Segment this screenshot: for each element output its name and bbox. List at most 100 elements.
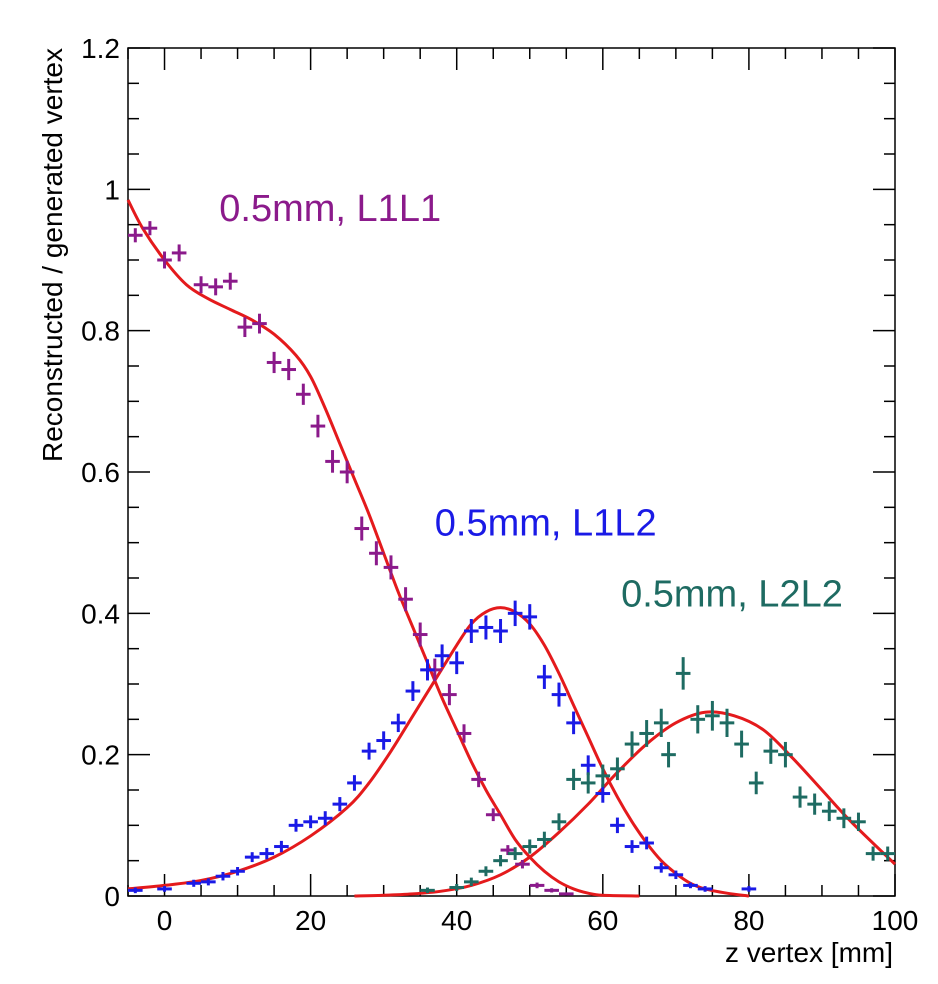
data-point	[398, 587, 413, 612]
y-tick-label: 1	[104, 174, 120, 205]
data-point	[310, 414, 326, 438]
data-point	[186, 879, 202, 887]
axis-ticks	[127, 47, 896, 897]
data-point	[259, 847, 275, 860]
x-tick-label: 0	[157, 905, 173, 936]
data-point	[222, 272, 238, 290]
data-point	[478, 615, 494, 640]
series-label: 0.5mm, L2L2	[621, 573, 843, 615]
data-point	[653, 862, 669, 873]
data-point	[215, 871, 231, 881]
data-point	[464, 877, 479, 887]
data-point	[639, 720, 654, 747]
x-tick-label: 100	[872, 905, 919, 936]
y-tick-label: 1.2	[81, 33, 120, 64]
plot-frame	[127, 47, 896, 897]
series-label: 0.5mm, L1L2	[435, 503, 657, 545]
data-point	[369, 541, 384, 566]
data-point	[464, 618, 479, 644]
data-point	[339, 460, 355, 484]
data-point	[442, 684, 457, 706]
data-point	[142, 221, 158, 236]
data-point	[193, 276, 209, 294]
data-point	[507, 600, 523, 627]
data-point	[361, 742, 377, 760]
data-point	[449, 883, 465, 892]
data-point	[412, 622, 428, 647]
data-point	[580, 772, 596, 794]
data-point	[230, 867, 245, 876]
data-point	[580, 755, 596, 776]
fit-curve	[127, 606, 750, 898]
data-point	[317, 811, 333, 826]
data-point	[281, 358, 297, 381]
data-point	[244, 852, 260, 863]
data-point	[551, 813, 567, 831]
data-point	[595, 764, 611, 788]
data-point	[705, 700, 720, 731]
x-tick-label: 20	[295, 905, 326, 936]
data-point	[792, 786, 808, 808]
data-point	[880, 846, 895, 861]
data-point	[741, 886, 757, 892]
y-tick-label: 0.6	[81, 457, 120, 488]
data-point	[610, 757, 625, 781]
data-point	[332, 797, 348, 812]
data-point	[128, 887, 143, 894]
data-point	[288, 818, 304, 832]
data-point	[434, 644, 450, 668]
data-point	[507, 847, 523, 860]
series-label: 0.5mm, L1L1	[219, 188, 441, 230]
data-point	[851, 812, 866, 831]
data-point	[668, 870, 684, 880]
data-point	[325, 450, 340, 473]
y-tick-label: 0.4	[81, 598, 120, 629]
data-point	[624, 840, 640, 853]
data-point	[821, 801, 837, 822]
data-point	[683, 882, 698, 889]
data-point	[529, 882, 545, 889]
data-point	[471, 771, 486, 788]
data-point	[537, 664, 552, 689]
data-points	[128, 221, 895, 896]
data-point	[376, 731, 391, 750]
data-point	[478, 866, 494, 877]
x-axis-label: z vertex [mm]	[725, 937, 893, 968]
fit-curve	[126, 199, 640, 898]
data-point	[171, 244, 187, 262]
data-point	[661, 741, 676, 768]
data-point	[449, 651, 465, 675]
data-point	[719, 708, 735, 737]
data-point	[296, 383, 311, 405]
x-tick-label: 80	[733, 905, 764, 936]
data-point	[522, 604, 538, 630]
data-point	[595, 784, 611, 803]
data-point	[354, 516, 370, 541]
data-point	[697, 886, 713, 892]
data-point	[128, 228, 143, 243]
data-point	[252, 313, 267, 334]
data-point	[456, 724, 472, 743]
data-point	[558, 892, 574, 896]
data-point	[748, 771, 764, 795]
axis-tick-labels: 0 20 40 60 80 100 0 0.2 0.4 0.6 0.8 1 1.2	[81, 33, 918, 936]
y-axis-label: Reconstructed / generated vertex	[37, 48, 68, 462]
data-point	[493, 855, 508, 867]
data-point	[566, 768, 581, 790]
data-point	[383, 555, 399, 580]
data-point	[420, 887, 435, 894]
data-point	[544, 888, 559, 893]
data-point	[303, 815, 318, 829]
data-point	[347, 775, 362, 791]
data-point	[157, 886, 172, 892]
x-tick-label: 60	[587, 905, 618, 936]
data-point	[537, 831, 552, 848]
data-point	[807, 793, 822, 815]
data-point	[485, 808, 501, 822]
data-point	[493, 618, 508, 644]
data-point	[208, 278, 223, 296]
data-point	[566, 711, 581, 735]
data-point	[690, 705, 706, 734]
data-point	[420, 659, 435, 681]
